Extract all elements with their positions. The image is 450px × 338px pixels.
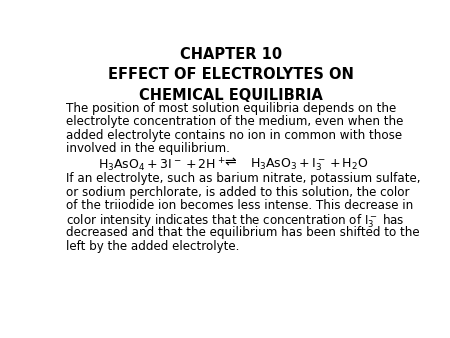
- Text: $\mathregular{H_3AsO_4 + 3I^- + 2H^+}$: $\mathregular{H_3AsO_4 + 3I^- + 2H^+}$: [98, 156, 225, 174]
- Text: If an electrolyte, such as barium nitrate, potassium sulfate,: If an electrolyte, such as barium nitrat…: [66, 172, 420, 185]
- Text: $\rightleftharpoons$: $\rightleftharpoons$: [222, 155, 238, 169]
- Text: of the triiodide ion becomes less intense. This decrease in: of the triiodide ion becomes less intens…: [66, 199, 413, 212]
- Text: left by the added electrolyte.: left by the added electrolyte.: [66, 240, 239, 253]
- Text: or sodium perchlorate, is added to this solution, the color: or sodium perchlorate, is added to this …: [66, 186, 410, 198]
- Text: electrolyte concentration of the medium, even when the: electrolyte concentration of the medium,…: [66, 115, 403, 128]
- Text: $\mathregular{H_3AsO_3 + I_3^- + H_2O}$: $\mathregular{H_3AsO_3 + I_3^- + H_2O}$: [250, 156, 369, 173]
- Text: added electrolyte contains no ion in common with those: added electrolyte contains no ion in com…: [66, 129, 402, 142]
- Text: CHAPTER 10: CHAPTER 10: [180, 47, 282, 62]
- Text: color intensity indicates that the concentration of $\mathregular{I_3^-}$ has: color intensity indicates that the conce…: [66, 213, 405, 230]
- Text: involved in the equilibrium.: involved in the equilibrium.: [66, 142, 230, 155]
- Text: EFFECT OF ELECTROLYTES ON: EFFECT OF ELECTROLYTES ON: [108, 67, 354, 82]
- Text: decreased and that the equilibrium has been shifted to the: decreased and that the equilibrium has b…: [66, 226, 420, 239]
- Text: The position of most solution equilibria depends on the: The position of most solution equilibria…: [66, 102, 396, 115]
- Text: CHEMICAL EQUILIBRIA: CHEMICAL EQUILIBRIA: [139, 88, 323, 103]
